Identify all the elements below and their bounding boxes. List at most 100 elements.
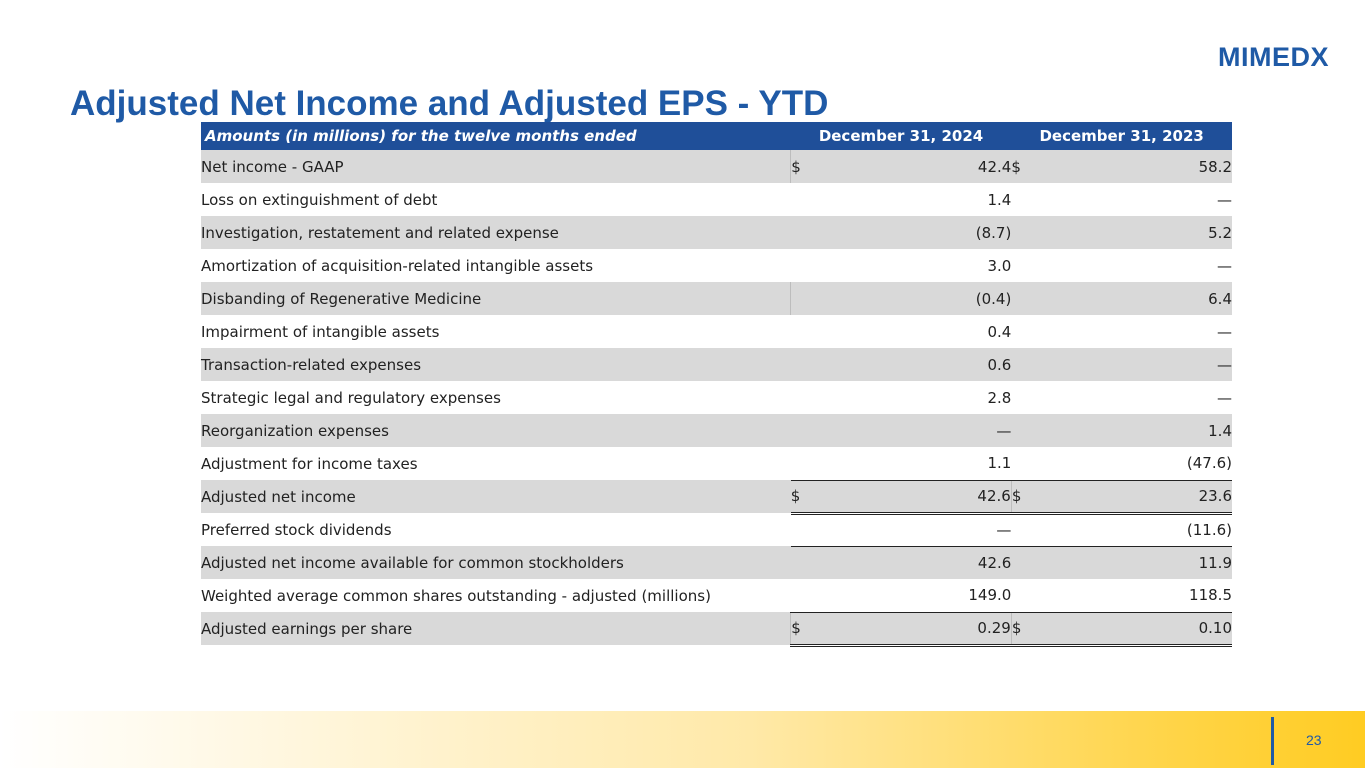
- currency-symbol: [790, 216, 811, 249]
- table-row: Disbanding of Regenerative Medicine (0.4…: [201, 282, 1232, 315]
- value-2023: 5.2: [1031, 216, 1232, 249]
- footer-divider: [1271, 717, 1274, 765]
- value-2024: 42.6: [810, 545, 1012, 579]
- currency-symbol: [1011, 447, 1031, 480]
- currency-symbol: [1011, 315, 1031, 348]
- value-2024: (0.4): [810, 282, 1012, 315]
- currency-symbol: [791, 315, 811, 348]
- value-2024: 2.8: [987, 388, 1012, 407]
- currency-symbol: [791, 513, 811, 546]
- currency-symbol: $: [790, 479, 811, 515]
- currency-symbol: [791, 579, 811, 612]
- value-2023: —: [1217, 388, 1232, 407]
- currency-symbol: [1011, 579, 1031, 612]
- value-2023: 1.4: [1031, 414, 1232, 447]
- value-2024: 0.6: [810, 348, 1012, 381]
- currency-symbol: [1011, 348, 1032, 381]
- row-label: Investigation, restatement and related e…: [201, 216, 791, 249]
- page-number: 23: [1306, 732, 1322, 748]
- row-label: Adjusted net income: [201, 480, 791, 513]
- value-2023: —: [1217, 190, 1232, 209]
- value-2024: 149.0: [968, 586, 1012, 605]
- value-2023: 11.9: [1031, 545, 1232, 579]
- currency-symbol: $: [1011, 150, 1032, 183]
- value-2023: 0.10: [1031, 611, 1232, 647]
- row-label: Strategic legal and regulatory expenses: [201, 388, 501, 407]
- table-row: Investigation, restatement and related e…: [201, 216, 1232, 249]
- currency-symbol: [790, 414, 811, 447]
- value-2024: 42.6: [810, 479, 1012, 515]
- currency-symbol: [791, 249, 811, 282]
- currency-symbol: [790, 282, 811, 315]
- value-2024: (8.7): [810, 216, 1012, 249]
- value-2024: 1.4: [987, 190, 1012, 209]
- currency-symbol: $: [790, 611, 811, 647]
- mimedx-logo: MIMEDX: [1218, 42, 1329, 72]
- value-2024: 1.1: [987, 454, 1012, 473]
- row-label: Adjustment for income taxes: [201, 454, 418, 473]
- table-row: Adjustment for income taxes 1.1 (47.6): [201, 447, 1232, 480]
- currency-symbol: [1011, 513, 1031, 546]
- table-row: Preferred stock dividends — (11.6): [201, 513, 1232, 546]
- currency-symbol: [790, 348, 811, 381]
- row-label: Net income - GAAP: [201, 150, 791, 183]
- row-label: Reorganization expenses: [201, 414, 791, 447]
- value-2024: —: [996, 521, 1012, 539]
- table-row: Adjusted net income available for common…: [201, 545, 1232, 579]
- value-2023: 6.4: [1031, 282, 1232, 315]
- header-col-2023: December 31, 2023: [1011, 122, 1232, 150]
- table-row: Impairment of intangible assets 0.4 —: [201, 315, 1232, 348]
- value-2024: —: [810, 414, 1012, 447]
- table-row-subtotal: Adjusted net income $ 42.6 $ 23.6: [201, 479, 1232, 515]
- value-2024: 42.4: [810, 150, 1012, 183]
- table-row: Strategic legal and regulatory expenses …: [201, 381, 1232, 414]
- currency-symbol: [791, 381, 811, 414]
- currency-symbol: $: [790, 150, 811, 183]
- row-label: Impairment of intangible assets: [201, 322, 440, 341]
- value-2024: 0.29: [810, 611, 1012, 647]
- row-label: Disbanding of Regenerative Medicine: [201, 282, 791, 315]
- currency-symbol: [1011, 545, 1032, 579]
- row-label: Preferred stock dividends: [201, 520, 392, 539]
- footer-gradient-band: [0, 711, 1365, 768]
- value-2023: 23.6: [1031, 479, 1232, 515]
- row-label: Weighted average common shares outstandi…: [201, 586, 711, 605]
- currency-symbol: [791, 447, 811, 480]
- currency-symbol: [1011, 381, 1031, 414]
- table-header-row: Amounts (in millions) for the twelve mon…: [201, 122, 1232, 150]
- value-2023: (11.6): [1186, 521, 1232, 539]
- value-2024: 3.0: [987, 256, 1012, 275]
- table-row: Weighted average common shares outstandi…: [201, 579, 1232, 612]
- value-2023: (47.6): [1186, 454, 1232, 473]
- table-row: Reorganization expenses — 1.4: [201, 414, 1232, 447]
- value-2023: 58.2: [1031, 150, 1232, 183]
- table-row: Loss on extinguishment of debt 1.4 —: [201, 183, 1232, 216]
- table-row: Net income - GAAP $ 42.4 $ 58.2: [201, 150, 1232, 183]
- currency-symbol: [1011, 183, 1031, 216]
- currency-symbol: [791, 183, 811, 216]
- value-2023: 118.5: [1189, 586, 1232, 605]
- header-label: Amounts (in millions) for the twelve mon…: [201, 122, 791, 150]
- table-row: Transaction-related expenses 0.6 —: [201, 348, 1232, 381]
- table-row-total: Adjusted earnings per share $ 0.29 $ 0.1…: [201, 611, 1232, 647]
- currency-symbol: [1011, 216, 1032, 249]
- row-label: Amortization of acquisition-related inta…: [201, 256, 594, 275]
- currency-symbol: $: [1010, 479, 1032, 515]
- currency-symbol: [790, 545, 811, 579]
- table-row: Amortization of acquisition-related inta…: [201, 249, 1232, 282]
- header-col-2024: December 31, 2024: [790, 122, 1012, 150]
- page-title: Adjusted Net Income and Adjusted EPS - Y…: [70, 84, 829, 123]
- adjusted-net-income-table: Amounts (in millions) for the twelve mon…: [201, 122, 1232, 647]
- currency-symbol: $: [1010, 611, 1032, 647]
- currency-symbol: [1011, 282, 1032, 315]
- currency-symbol: [1011, 249, 1031, 282]
- value-2023: —: [1217, 256, 1232, 275]
- currency-symbol: [1011, 414, 1032, 447]
- row-label: Adjusted net income available for common…: [201, 546, 791, 579]
- value-2023: —: [1031, 348, 1232, 381]
- value-2024: 0.4: [987, 322, 1012, 341]
- row-label: Adjusted earnings per share: [201, 612, 791, 645]
- value-2023: —: [1217, 322, 1232, 341]
- row-label: Transaction-related expenses: [201, 348, 791, 381]
- row-label: Loss on extinguishment of debt: [201, 190, 438, 209]
